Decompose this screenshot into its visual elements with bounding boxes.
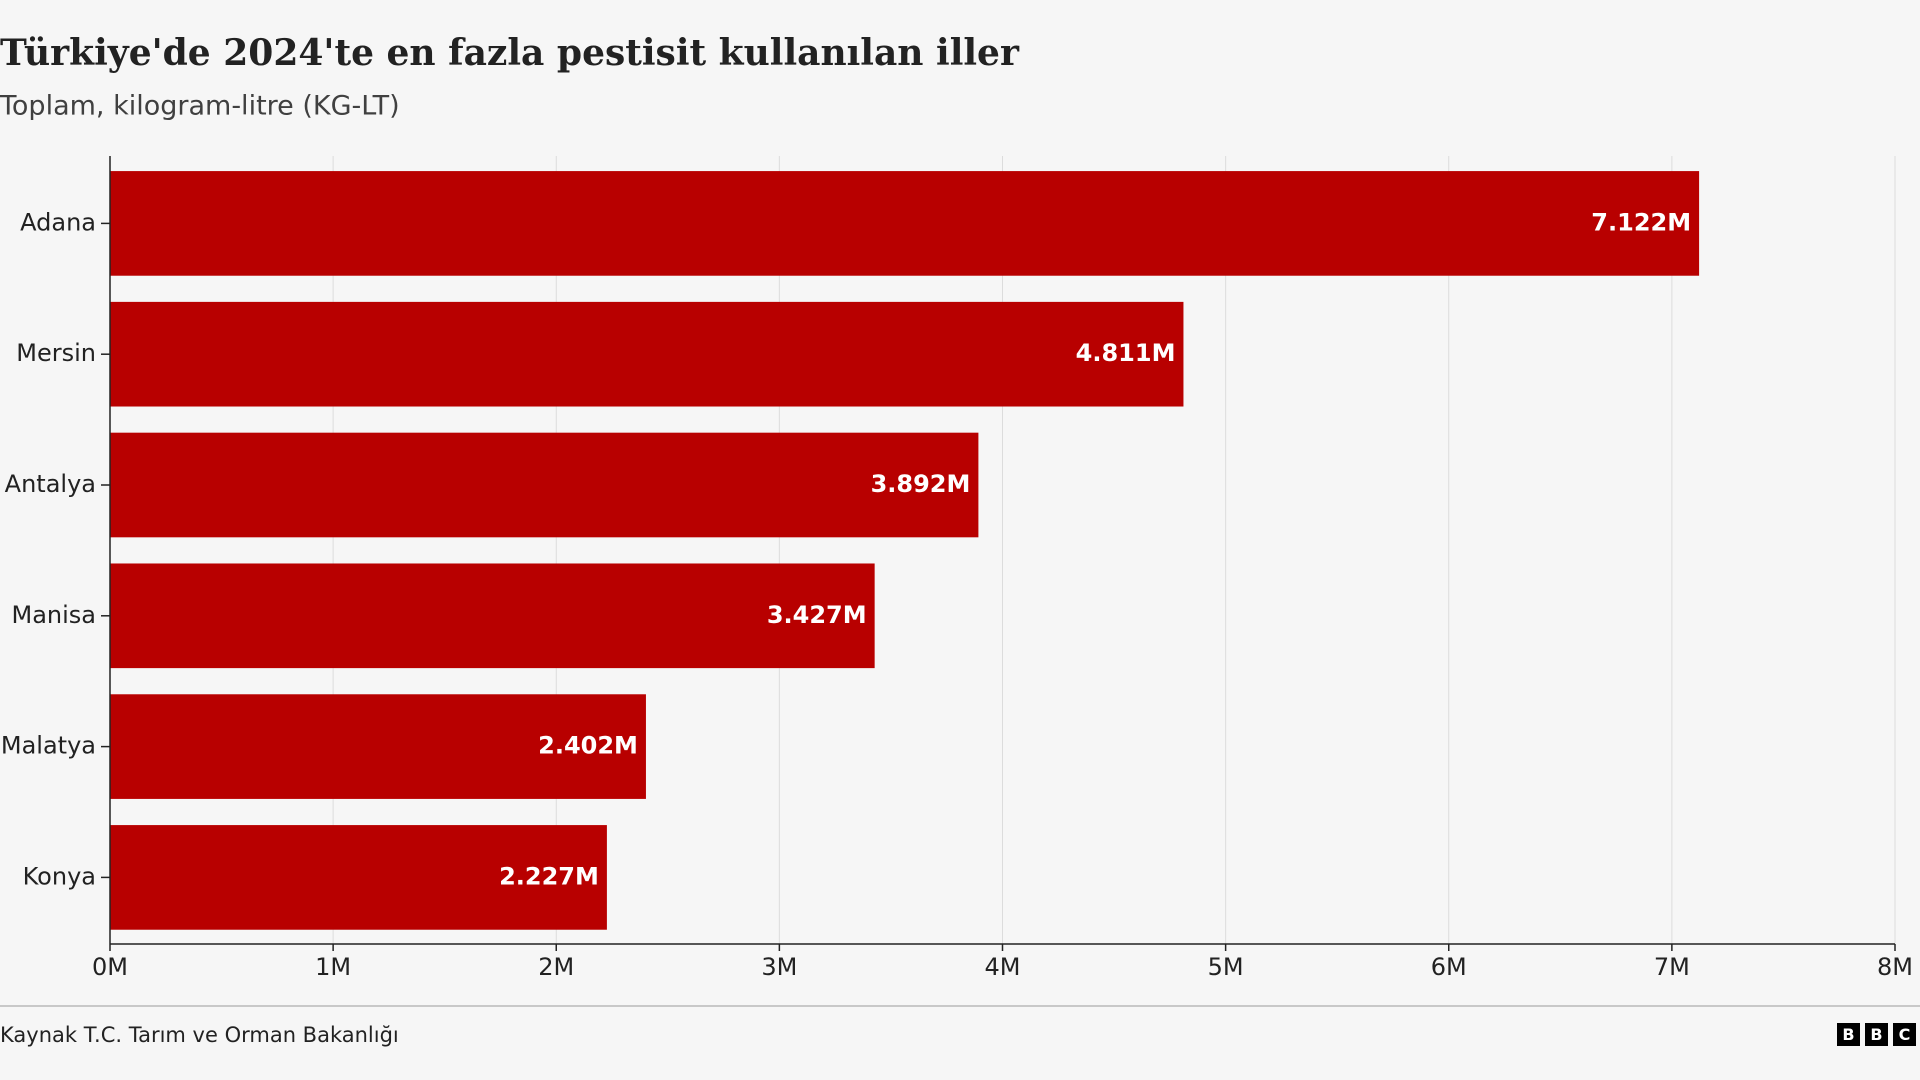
x-tick-label: 6M [1431,953,1467,981]
value-label: 7.122M [1591,208,1691,236]
x-tick-label: 7M [1654,953,1690,981]
x-tick-label: 4M [985,953,1021,981]
logo-letter: B [1842,1025,1854,1044]
x-tick-label: 8M [1877,953,1913,981]
y-tick-label: Antalya [5,470,96,498]
value-label: 2.227M [499,862,599,890]
chart-subtitle: Toplam, kilogram-litre (KG-LT) [0,91,400,122]
bar [110,563,875,669]
y-tick-label: Mersin [16,339,96,367]
value-label: 2.402M [538,732,638,760]
logo-box [1865,1023,1888,1046]
bar [110,432,979,538]
x-tick-label: 5M [1208,953,1244,981]
x-tick-label: 1M [315,953,351,981]
x-tick-label: 3M [761,953,797,981]
logo-letter: B [1870,1025,1882,1044]
bar [110,301,1184,407]
x-tick-label: 0M [92,953,128,981]
x-tick-label: 2M [538,953,574,981]
y-tick-label: Adana [20,208,96,236]
y-tick-label: Malatya [1,732,96,760]
value-label: 3.892M [871,470,971,498]
logo-box [1837,1023,1860,1046]
value-label: 4.811M [1076,339,1176,367]
logo-letter: C [1899,1025,1911,1044]
value-label: 3.427M [767,601,867,629]
y-tick-label: Konya [23,862,96,890]
source: Kaynak T.C. Tarım ve Orman Bakanlığı [0,1023,399,1047]
bar [110,825,607,930]
chart-title: Türkiye'de 2024'te en fazla pestisit kul… [0,32,1020,74]
bar [110,694,646,799]
logo-box [1893,1023,1916,1046]
bar [110,171,1700,276]
y-tick-label: Manisa [11,601,96,629]
